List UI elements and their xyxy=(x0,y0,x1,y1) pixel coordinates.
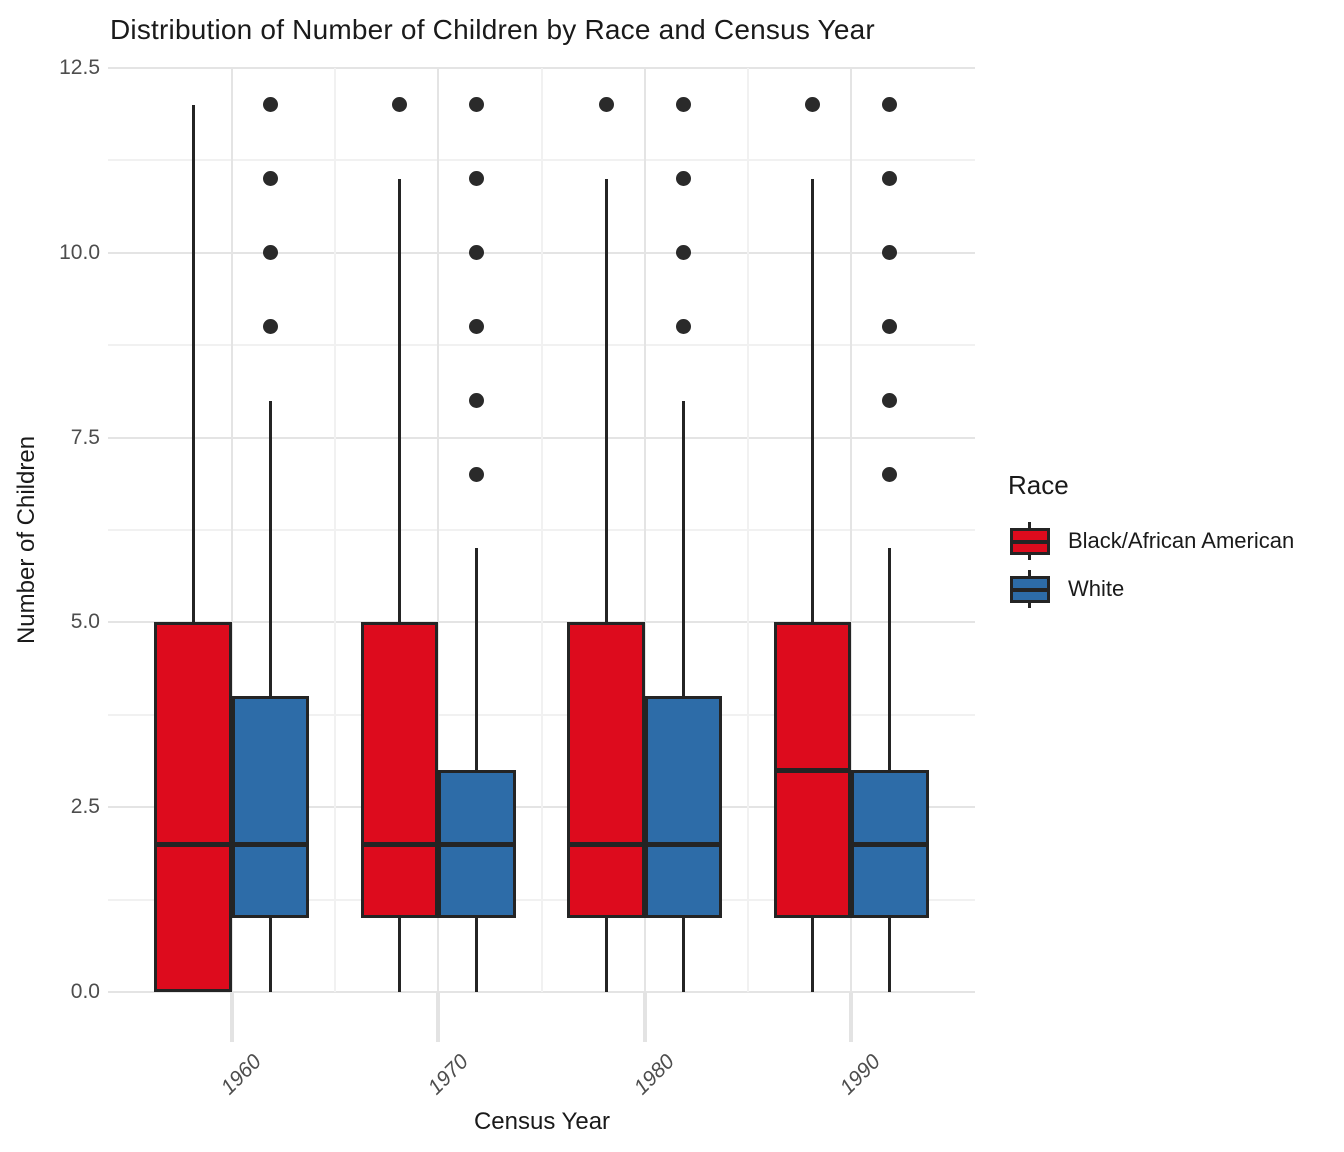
boxplot-white-1990-upper-whisker xyxy=(888,548,892,771)
y-tick-label: 10.0 xyxy=(59,240,100,264)
boxplot-white-1980 xyxy=(644,696,723,919)
legend: Race Black/African American White xyxy=(1008,470,1294,615)
boxplot-black-1990-upper-whisker xyxy=(810,178,814,623)
outlier-dot xyxy=(675,319,691,335)
x-axis-tick xyxy=(642,992,647,1042)
outlier-dot xyxy=(675,97,691,113)
outlier-dot xyxy=(598,97,614,113)
boxplot-white-1970-upper-whisker xyxy=(475,548,479,771)
chart-title: Distribution of Number of Children by Ra… xyxy=(110,14,875,45)
outlier-dot xyxy=(882,319,898,335)
boxplot-black-1960-median xyxy=(157,841,229,847)
boxplot-black-1980-lower-whisker xyxy=(604,918,608,992)
boxplot-white-1960 xyxy=(231,696,310,919)
outlier-dot xyxy=(263,97,279,113)
outlier-dot xyxy=(469,467,485,483)
boxplot-black-1980-upper-whisker xyxy=(604,178,608,623)
y-tick-label: 2.5 xyxy=(70,795,100,819)
x-axis-tick xyxy=(436,992,441,1042)
major-gridline xyxy=(108,991,975,993)
x-tick-label: 1970 xyxy=(423,1050,473,1100)
outlier-dot xyxy=(804,97,820,113)
boxplot-black-1990-median xyxy=(776,767,849,773)
boxplot-white-1970-lower-whisker xyxy=(475,918,479,992)
legend-entry-black: Black/African American xyxy=(1008,519,1294,563)
legend-title: Race xyxy=(1008,470,1069,500)
legend-label: Black/African American xyxy=(1068,528,1295,553)
major-gridline-vertical xyxy=(230,68,233,992)
major-gridline-vertical xyxy=(850,68,853,992)
legend-label: White xyxy=(1068,576,1125,601)
outlier-dot xyxy=(469,319,485,335)
outlier-dot xyxy=(882,393,898,409)
outlier-dot xyxy=(263,245,279,261)
x-tick-label: 1990 xyxy=(836,1050,886,1100)
plot-panel xyxy=(108,67,975,993)
boxplot-white-1990-median xyxy=(854,841,926,847)
boxplot-white-1990-lower-whisker xyxy=(888,918,892,992)
boxplot-white-1960-lower-whisker xyxy=(269,918,273,992)
boxplot-black-1980 xyxy=(567,622,645,919)
major-gridline-vertical xyxy=(437,68,440,992)
outlier-dot xyxy=(469,245,485,261)
outlier-dot xyxy=(882,467,898,483)
x-axis-tick xyxy=(849,992,854,1042)
y-tick-label: 0.0 xyxy=(70,980,100,1003)
boxplot-black-1970 xyxy=(360,622,439,919)
boxplot-white-1980-upper-whisker xyxy=(681,400,685,697)
outlier-dot xyxy=(392,97,408,113)
y-tick-label: 12.5 xyxy=(59,56,100,79)
boxplot-black-1970-median xyxy=(363,841,436,847)
boxplot-key-icon xyxy=(1008,519,1052,563)
outlier-dot xyxy=(882,245,898,261)
boxplot-white-1960-upper-whisker xyxy=(269,400,273,697)
outlier-dot xyxy=(882,97,898,113)
boxplot-white-1970-median xyxy=(441,841,513,847)
x-axis-tick xyxy=(229,992,234,1042)
x-tick-label: 1980 xyxy=(629,1050,679,1100)
outlier-dot xyxy=(263,319,279,335)
y-tick-label: 7.5 xyxy=(70,425,100,449)
minor-gridline-vertical xyxy=(540,68,543,992)
y-tick-label: 5.0 xyxy=(70,610,100,634)
boxplot-black-1960-upper-whisker xyxy=(191,104,195,623)
boxplot-black-1970-upper-whisker xyxy=(398,178,402,623)
outlier-dot xyxy=(469,97,485,113)
x-axis-title: Census Year xyxy=(473,1108,611,1135)
legend-entry-white: White xyxy=(1008,567,1294,611)
major-gridline-vertical xyxy=(643,68,646,992)
boxplot-white-1960-median xyxy=(234,841,307,847)
boxplot-black-1990 xyxy=(773,622,852,919)
outlier-dot xyxy=(675,245,691,261)
boxplot-white-1970 xyxy=(438,770,516,919)
outlier-dot xyxy=(263,171,279,187)
boxplot-black-1980-median xyxy=(570,841,642,847)
outlier-dot xyxy=(675,171,691,187)
boxplot-black-1970-lower-whisker xyxy=(398,918,402,992)
outlier-dot xyxy=(882,171,898,187)
x-tick-label: 1960 xyxy=(216,1050,267,1100)
boxplot-black-1990-lower-whisker xyxy=(810,918,814,992)
minor-gridline-vertical xyxy=(334,68,337,992)
boxplot-key-icon xyxy=(1008,567,1052,611)
boxplot-white-1980-median xyxy=(647,841,720,847)
outlier-dot xyxy=(469,393,485,409)
minor-gridline-vertical xyxy=(746,68,749,992)
boxplot-white-1980-lower-whisker xyxy=(681,918,685,992)
outlier-dot xyxy=(469,171,485,187)
boxplot-black-1960 xyxy=(154,622,232,992)
boxplot-white-1990 xyxy=(851,770,929,919)
